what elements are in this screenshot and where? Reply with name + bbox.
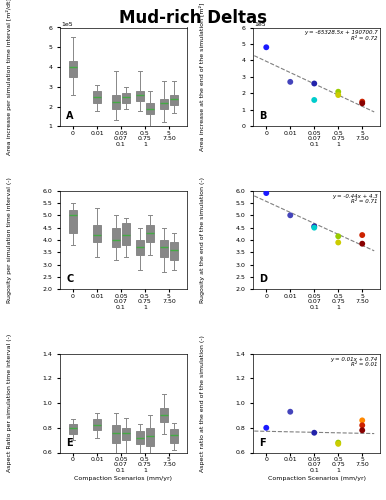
- Text: y = 0.01x + 0.74
R² = 0.01: y = 0.01x + 0.74 R² = 0.01: [330, 356, 378, 368]
- Point: [335, 232, 341, 240]
- PathPatch shape: [69, 61, 77, 77]
- PathPatch shape: [93, 225, 101, 242]
- PathPatch shape: [170, 429, 178, 442]
- Text: y = -65328.5x + 190700.7
R² = 0.72: y = -65328.5x + 190700.7 R² = 0.72: [304, 30, 378, 42]
- Point: [311, 96, 317, 104]
- PathPatch shape: [112, 426, 120, 442]
- Point: [263, 44, 269, 52]
- PathPatch shape: [112, 94, 120, 108]
- PathPatch shape: [112, 228, 120, 248]
- Text: C: C: [66, 274, 73, 284]
- Point: [359, 240, 365, 248]
- Text: 1e5: 1e5: [61, 22, 73, 26]
- Point: [359, 426, 365, 434]
- Point: [263, 424, 269, 432]
- Text: 1e5: 1e5: [254, 22, 266, 26]
- Text: D: D: [259, 274, 267, 284]
- Point: [311, 428, 317, 436]
- Text: E: E: [66, 438, 73, 448]
- X-axis label: Compaction Scenarios (mm/yr): Compaction Scenarios (mm/yr): [74, 476, 173, 481]
- Point: [359, 100, 365, 108]
- Point: [335, 88, 341, 96]
- PathPatch shape: [93, 91, 101, 102]
- Point: [287, 78, 293, 86]
- PathPatch shape: [146, 428, 154, 446]
- Point: [287, 212, 293, 220]
- Y-axis label: Aspect Ratio per simulation time interval (-): Aspect Ratio per simulation time interva…: [7, 334, 12, 472]
- PathPatch shape: [160, 240, 168, 258]
- PathPatch shape: [170, 242, 178, 260]
- PathPatch shape: [160, 408, 168, 422]
- PathPatch shape: [122, 222, 130, 245]
- Point: [311, 454, 317, 462]
- X-axis label: Compaction Scenarios (mm/yr): Compaction Scenarios (mm/yr): [267, 476, 366, 481]
- Text: F: F: [259, 438, 266, 448]
- PathPatch shape: [160, 98, 168, 108]
- PathPatch shape: [146, 102, 154, 115]
- Point: [287, 408, 293, 416]
- Point: [311, 222, 317, 230]
- Y-axis label: Area increase per simulation time interval [m²/dt]: Area increase per simulation time interv…: [5, 0, 12, 156]
- PathPatch shape: [69, 210, 77, 233]
- Point: [335, 440, 341, 448]
- Y-axis label: Aspect ratio at the end of the simulation (-): Aspect ratio at the end of the simulatio…: [200, 334, 205, 471]
- Point: [335, 91, 341, 99]
- PathPatch shape: [136, 432, 144, 444]
- Point: [311, 80, 317, 88]
- Point: [311, 224, 317, 232]
- Y-axis label: Rugosity at the end of the simulation (-): Rugosity at the end of the simulation (-…: [200, 177, 205, 303]
- Point: [263, 189, 269, 197]
- PathPatch shape: [122, 92, 130, 102]
- Point: [359, 416, 365, 424]
- Y-axis label: Area increase at the end of the simulation [m²]: Area increase at the end of the simulati…: [199, 2, 205, 151]
- PathPatch shape: [93, 419, 101, 430]
- PathPatch shape: [136, 240, 144, 255]
- PathPatch shape: [136, 91, 144, 101]
- Point: [359, 231, 365, 239]
- Y-axis label: Rugosity per simulation time interval (-): Rugosity per simulation time interval (-…: [7, 177, 12, 303]
- Point: [335, 238, 341, 246]
- Point: [335, 438, 341, 446]
- Text: Mud-rich Deltas: Mud-rich Deltas: [119, 9, 267, 27]
- PathPatch shape: [122, 428, 130, 440]
- Text: A: A: [66, 112, 74, 122]
- PathPatch shape: [69, 424, 77, 434]
- PathPatch shape: [146, 225, 154, 242]
- Point: [359, 422, 365, 430]
- PathPatch shape: [170, 94, 178, 104]
- Text: B: B: [259, 112, 267, 122]
- Text: y = -0.44x + 4.3
R² = 0.71: y = -0.44x + 4.3 R² = 0.71: [332, 194, 378, 204]
- Point: [359, 98, 365, 106]
